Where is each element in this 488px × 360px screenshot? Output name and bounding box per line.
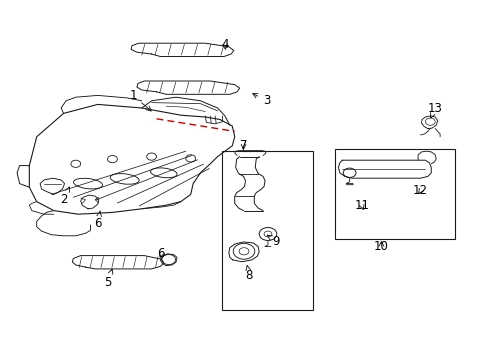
Text: 6: 6 xyxy=(94,211,102,230)
Text: 2: 2 xyxy=(60,187,69,206)
Text: 5: 5 xyxy=(103,269,113,289)
Bar xyxy=(334,149,454,239)
Text: 11: 11 xyxy=(354,199,368,212)
Text: 12: 12 xyxy=(412,184,427,197)
Text: 3: 3 xyxy=(252,94,270,107)
Text: 6: 6 xyxy=(157,247,165,260)
Text: 1: 1 xyxy=(129,89,151,111)
Text: 8: 8 xyxy=(245,266,253,282)
Text: 10: 10 xyxy=(373,240,388,253)
Text: 4: 4 xyxy=(221,39,228,51)
Bar xyxy=(222,151,312,310)
Text: 7: 7 xyxy=(239,139,247,152)
Text: 13: 13 xyxy=(427,102,442,118)
Text: 9: 9 xyxy=(266,235,280,248)
